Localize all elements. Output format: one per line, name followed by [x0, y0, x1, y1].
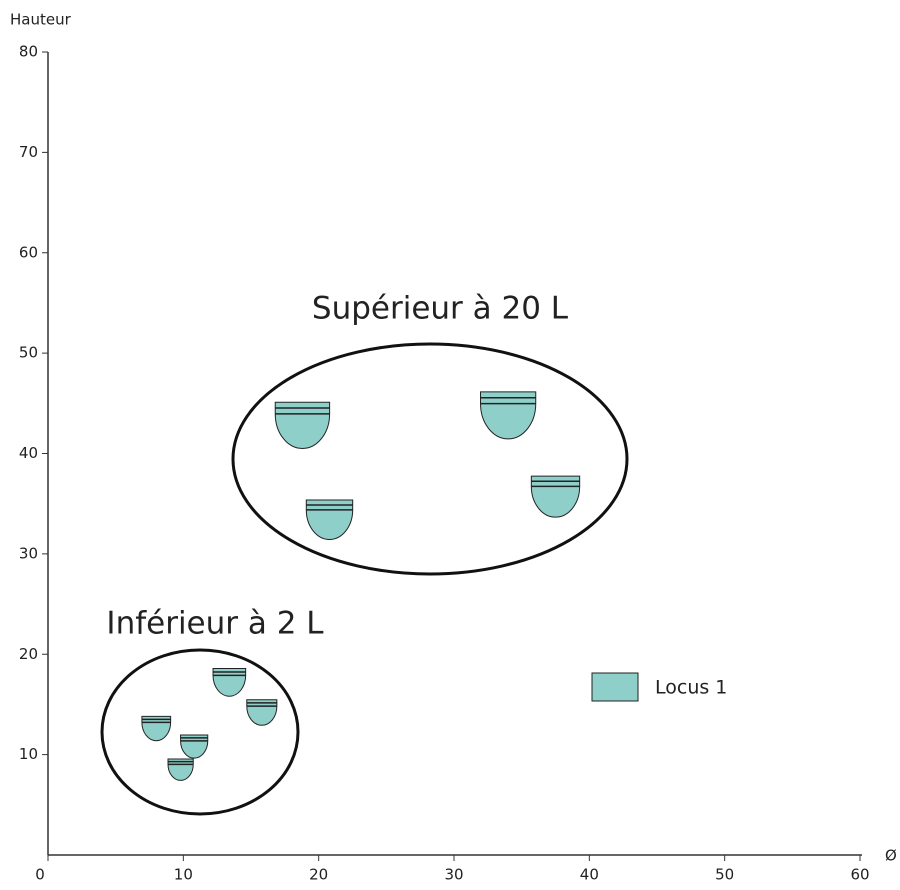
y-tick-label: 80	[19, 43, 38, 61]
group-ellipse	[100, 648, 300, 816]
y-tick-label: 50	[19, 344, 38, 362]
x-tick-label: 40	[580, 866, 599, 884]
annotation: Supérieur à 20 L	[312, 291, 569, 327]
vessel-rim	[213, 671, 246, 677]
vessel-rim	[246, 702, 277, 707]
y-axis-label: Hauteur	[10, 11, 72, 29]
vessel	[530, 475, 581, 518]
y-tick-label: 40	[19, 444, 38, 462]
vessel-rim	[531, 480, 580, 488]
legend-label: Locus 1	[655, 677, 727, 699]
y-tick-label: 20	[19, 645, 38, 663]
vessel-rim	[480, 397, 536, 405]
x-tick-label: 20	[309, 866, 328, 884]
legend-swatch	[591, 672, 639, 702]
vessel-rim	[168, 760, 194, 766]
y-tick-label: 70	[19, 143, 38, 161]
vessel-rim	[180, 737, 208, 742]
y-tick-label: 10	[19, 745, 38, 763]
group-ellipse	[231, 342, 629, 576]
y-tick-label: 30	[19, 544, 38, 562]
x-tick-label: 50	[715, 866, 734, 884]
y-tick-label: 60	[19, 243, 38, 261]
x-tick-label: 0	[35, 866, 45, 884]
vessel	[274, 401, 331, 449]
x-axis-label: Ø	[885, 847, 897, 865]
vessel-rim	[141, 718, 171, 724]
vessel	[305, 499, 354, 540]
annotation: Inférieur à 2 L	[106, 606, 324, 642]
x-tick-label: 10	[174, 866, 193, 884]
vessel-rim	[275, 407, 330, 415]
vessel-rim	[306, 504, 353, 511]
x-tick-label: 60	[850, 866, 869, 884]
x-tick-label: 30	[444, 866, 463, 884]
vessel	[480, 391, 537, 440]
